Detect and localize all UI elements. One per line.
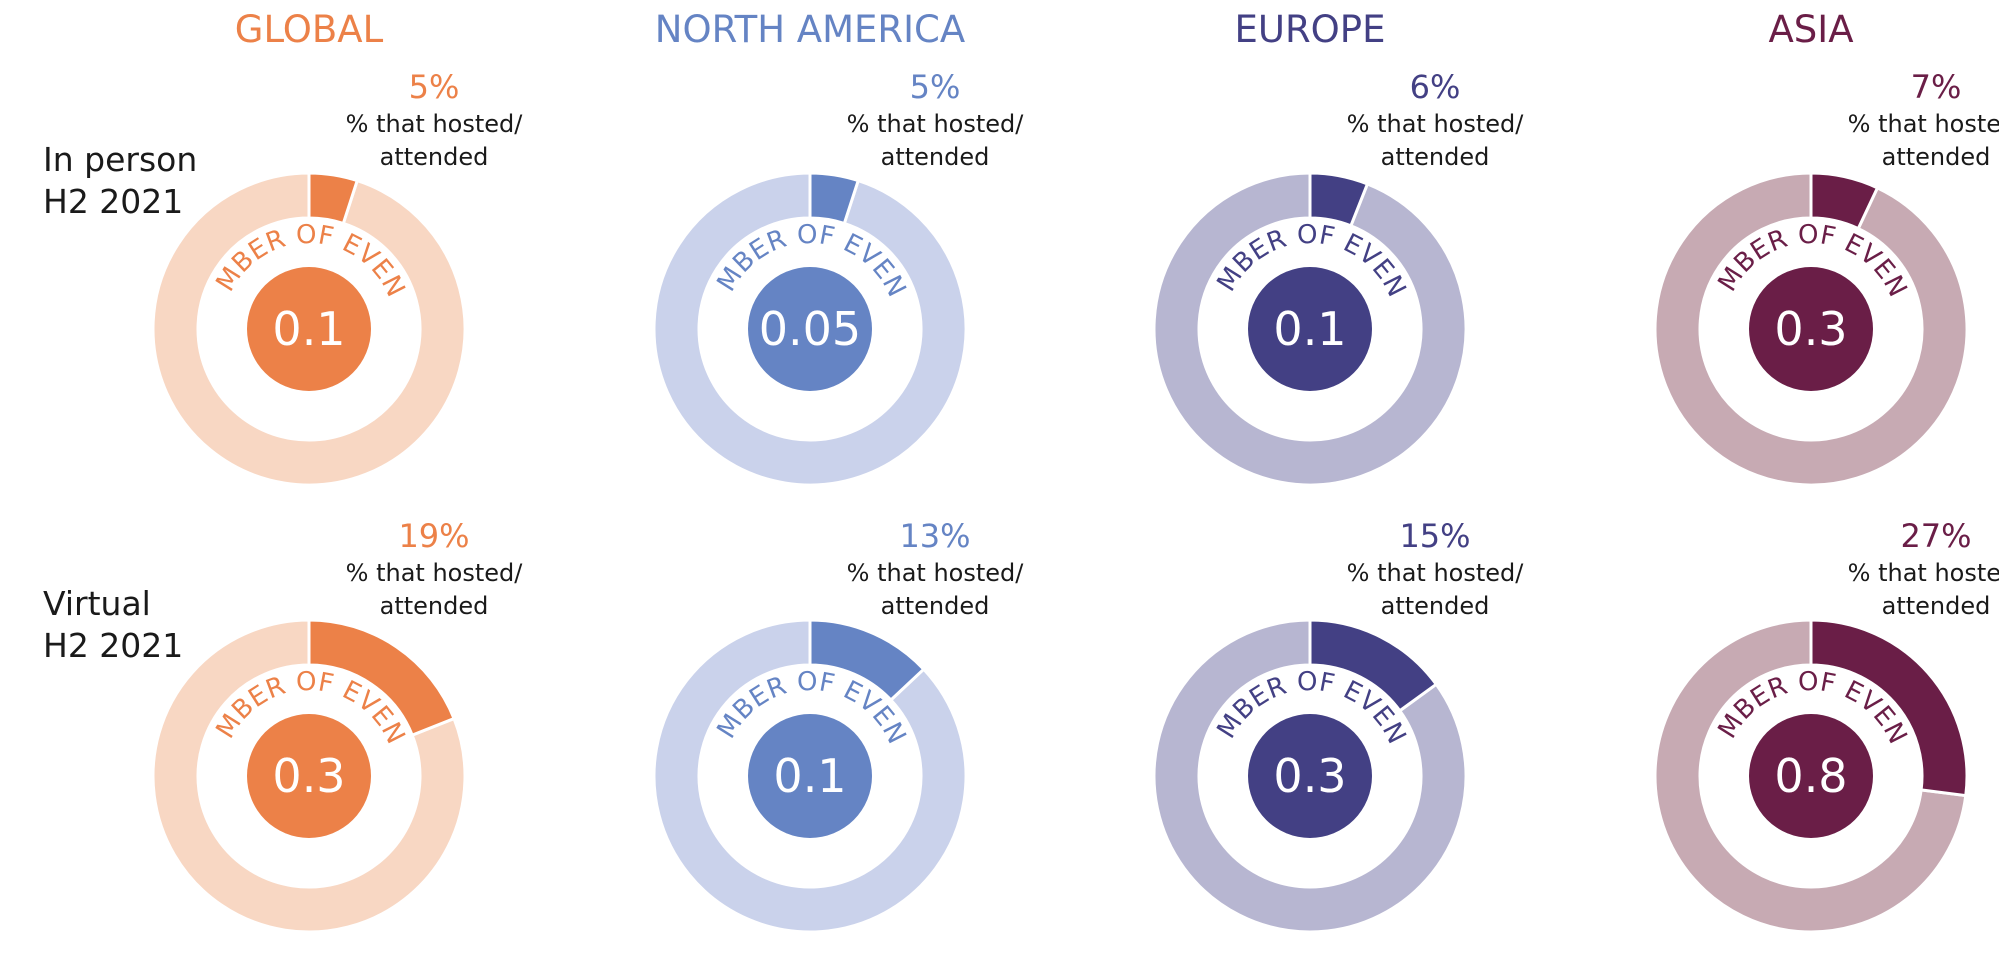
percent-caption-line1: % that hosted/ (1347, 559, 1525, 587)
percent-caption-line2: attended (1882, 143, 1991, 171)
percent-caption-line2: attended (1882, 592, 1991, 620)
event-count-value: 0.1 (773, 749, 846, 803)
region-title: NORTH AMERICA (655, 8, 965, 51)
percent-caption-line2: attended (881, 143, 990, 171)
center-bubble (748, 267, 872, 391)
percent-caption-line1: % that hosted/ (847, 559, 1025, 587)
donut-percent-slice (1308, 171, 1370, 228)
percent-value: 5% (409, 68, 460, 106)
event-count-value: 0.3 (272, 749, 345, 803)
donut-percent-slice (307, 171, 360, 226)
percent-caption-line1: % that hosted/ (346, 110, 524, 138)
percent-value: 7% (1911, 68, 1962, 106)
percent-value: 5% (910, 68, 961, 106)
row-label: H2 2021 (43, 626, 183, 665)
row-label: Virtual (43, 584, 151, 623)
percent-caption-line1: % that hosted/ (1848, 110, 1999, 138)
donut-remainder-slice (1653, 618, 1968, 934)
row-label: In person (43, 140, 197, 179)
donut-remainder-slice (1152, 618, 1468, 934)
center-bubble (1248, 267, 1372, 391)
percent-caption-line2: attended (1381, 143, 1490, 171)
donut-percent-slice (808, 171, 861, 226)
row-label: H2 2021 (43, 182, 183, 221)
center-bubble (748, 714, 872, 838)
donut-remainder-slice (1152, 171, 1468, 487)
donut-remainder-slice (652, 618, 968, 934)
percent-caption-line1: % that hosted/ (346, 559, 524, 587)
percent-caption-line2: attended (881, 592, 990, 620)
region-title: GLOBAL (235, 8, 384, 51)
region-title: EUROPE (1235, 8, 1386, 51)
donut-percent-slice (808, 618, 926, 703)
center-bubble (1749, 714, 1873, 838)
donut-remainder-slice (1653, 171, 1969, 487)
percent-caption-line2: attended (380, 592, 489, 620)
percent-caption-line2: attended (1381, 592, 1490, 620)
event-count-value: 0.1 (272, 302, 345, 356)
donut-percent-slice (1809, 171, 1880, 231)
event-count-value: 0.1 (1273, 302, 1346, 356)
donut-remainder-slice (151, 171, 467, 487)
center-bubble (247, 267, 371, 391)
percent-value: 15% (1399, 517, 1470, 555)
percent-caption-line2: attended (380, 143, 489, 171)
event-count-value: 0.3 (1774, 302, 1847, 356)
percent-value: 13% (899, 517, 970, 555)
percent-caption-line1: % that hosted/ (847, 110, 1025, 138)
region-title: ASIA (1768, 8, 1853, 51)
event-count-value: 0.8 (1774, 749, 1847, 803)
donut-percent-slice (1809, 618, 1969, 798)
center-bubble (1248, 714, 1372, 838)
percent-caption-line1: % that hosted/ (1347, 110, 1525, 138)
percent-caption-line1: % that hosted/ (1848, 559, 1999, 587)
event-count-value: 0.3 (1273, 749, 1346, 803)
percent-value: 27% (1900, 517, 1971, 555)
donut-percent-slice (1308, 618, 1439, 713)
event-count-value: 0.05 (759, 302, 861, 356)
center-bubble (247, 714, 371, 838)
percent-value: 19% (398, 517, 469, 555)
percent-value: 6% (1410, 68, 1461, 106)
donut-remainder-slice (652, 171, 968, 487)
donut-remainder-slice (151, 618, 467, 934)
center-bubble (1749, 267, 1873, 391)
donut-percent-slice (307, 618, 456, 738)
